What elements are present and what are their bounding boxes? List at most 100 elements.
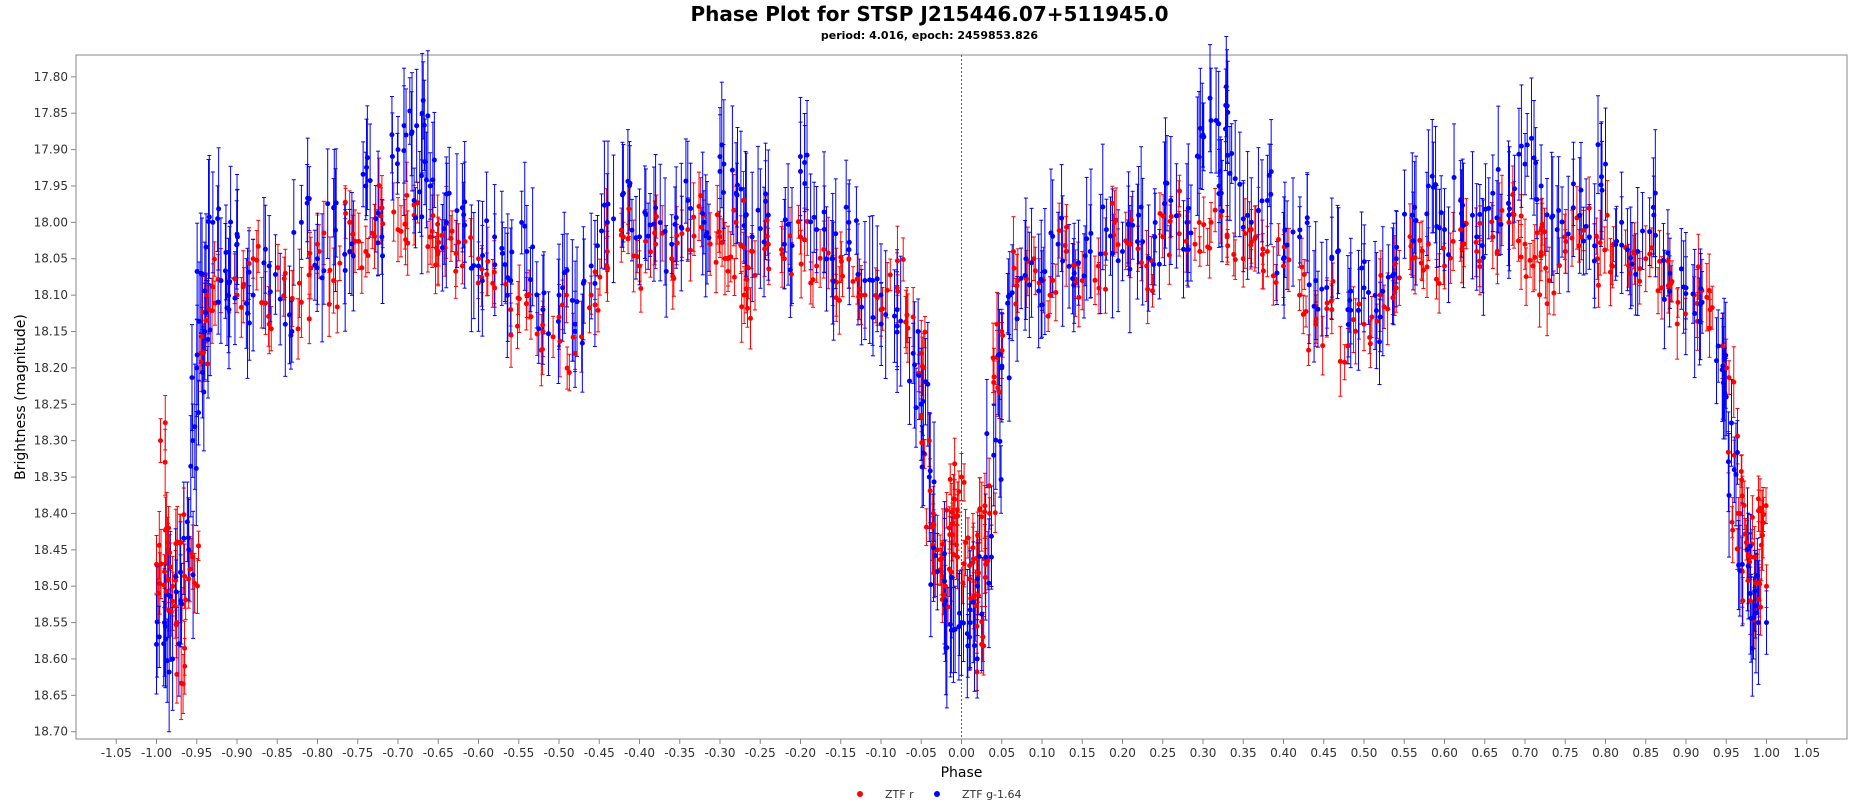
data-point: [1140, 239, 1146, 245]
data-point: [1377, 292, 1383, 298]
data-point: [721, 161, 727, 167]
data-point: [1474, 234, 1480, 240]
data-point: [215, 216, 221, 222]
data-point: [1219, 208, 1225, 214]
data-point: [1070, 276, 1076, 282]
data-point: [854, 276, 860, 282]
data-point: [187, 566, 193, 572]
data-point: [757, 226, 763, 232]
data-point: [685, 198, 691, 204]
data-point: [1071, 282, 1077, 288]
data-point: [162, 420, 168, 426]
data-point: [232, 295, 238, 301]
data-point: [1038, 276, 1044, 282]
data-point: [1563, 239, 1569, 245]
data-point: [1185, 205, 1191, 211]
data-point: [261, 260, 267, 266]
data-point: [618, 232, 624, 238]
data-point: [574, 299, 580, 305]
data-point: [1109, 200, 1115, 206]
data-point: [162, 620, 168, 626]
data-point: [974, 576, 980, 582]
data-point: [1410, 238, 1416, 244]
data-point: [927, 468, 933, 474]
data-point: [475, 280, 481, 286]
data-point: [920, 450, 926, 456]
data-point: [277, 296, 283, 302]
data-point: [1347, 297, 1353, 303]
data-point: [1474, 248, 1480, 254]
data-point: [1477, 264, 1483, 270]
data-point: [717, 168, 723, 174]
data-point: [763, 191, 769, 197]
data-point: [1259, 198, 1265, 204]
data-point: [234, 231, 240, 237]
data-point: [1026, 282, 1032, 288]
data-point: [977, 507, 983, 513]
data-point: [728, 254, 734, 260]
data-point: [154, 619, 160, 625]
data-point: [945, 604, 951, 610]
data-point: [315, 241, 320, 247]
data-point: [1631, 249, 1637, 255]
data-point: [940, 592, 946, 598]
data-point: [679, 231, 685, 237]
data-point: [228, 219, 234, 225]
data-point: [811, 214, 817, 220]
data-point: [1556, 208, 1562, 214]
data-point: [1369, 314, 1375, 320]
data-point: [534, 331, 540, 337]
data-point: [199, 271, 205, 277]
data-point: [453, 268, 459, 274]
data-point: [1127, 266, 1133, 272]
data-point: [296, 280, 302, 286]
data-point: [1580, 238, 1586, 244]
data-point: [1442, 263, 1447, 269]
data-point: [364, 155, 370, 161]
data-point: [883, 312, 889, 318]
data-point: [461, 212, 467, 218]
data-point: [1490, 190, 1496, 196]
data-point: [1599, 174, 1605, 180]
data-point: [407, 108, 413, 114]
data-point: [1311, 303, 1317, 309]
data-point: [887, 272, 893, 278]
data-point: [316, 249, 322, 255]
data-point: [331, 204, 337, 210]
data-point: [605, 201, 611, 207]
data-point: [196, 410, 202, 416]
data-point: [733, 219, 739, 225]
data-point: [1749, 514, 1755, 520]
data-point: [1490, 234, 1496, 240]
data-point: [1417, 237, 1423, 243]
data-point: [918, 350, 924, 356]
data-point: [934, 569, 940, 575]
data-point: [534, 292, 540, 298]
data-point: [744, 276, 750, 282]
data-point: [1248, 239, 1254, 245]
data-point: [1023, 256, 1029, 262]
data-point: [315, 256, 320, 262]
data-point: [903, 319, 909, 325]
data-point: [1240, 216, 1246, 222]
data-point: [637, 263, 642, 269]
data-point: [642, 209, 648, 215]
data-point: [976, 570, 982, 576]
data-point: [205, 336, 211, 342]
data-point: [1151, 261, 1157, 267]
data-point: [419, 214, 425, 220]
data-point: [946, 525, 952, 531]
data-point: [1107, 233, 1113, 239]
data-point: [1580, 227, 1586, 233]
data-point: [173, 574, 179, 580]
data-point: [1752, 580, 1758, 586]
data-point: [1659, 285, 1665, 291]
data-point: [1402, 211, 1408, 217]
data-point: [1408, 243, 1414, 249]
data-point: [1603, 161, 1608, 167]
data-point: [254, 257, 260, 263]
data-point: [201, 350, 207, 356]
data-point: [967, 576, 973, 582]
data-point: [974, 656, 980, 662]
data-point: [492, 262, 498, 268]
